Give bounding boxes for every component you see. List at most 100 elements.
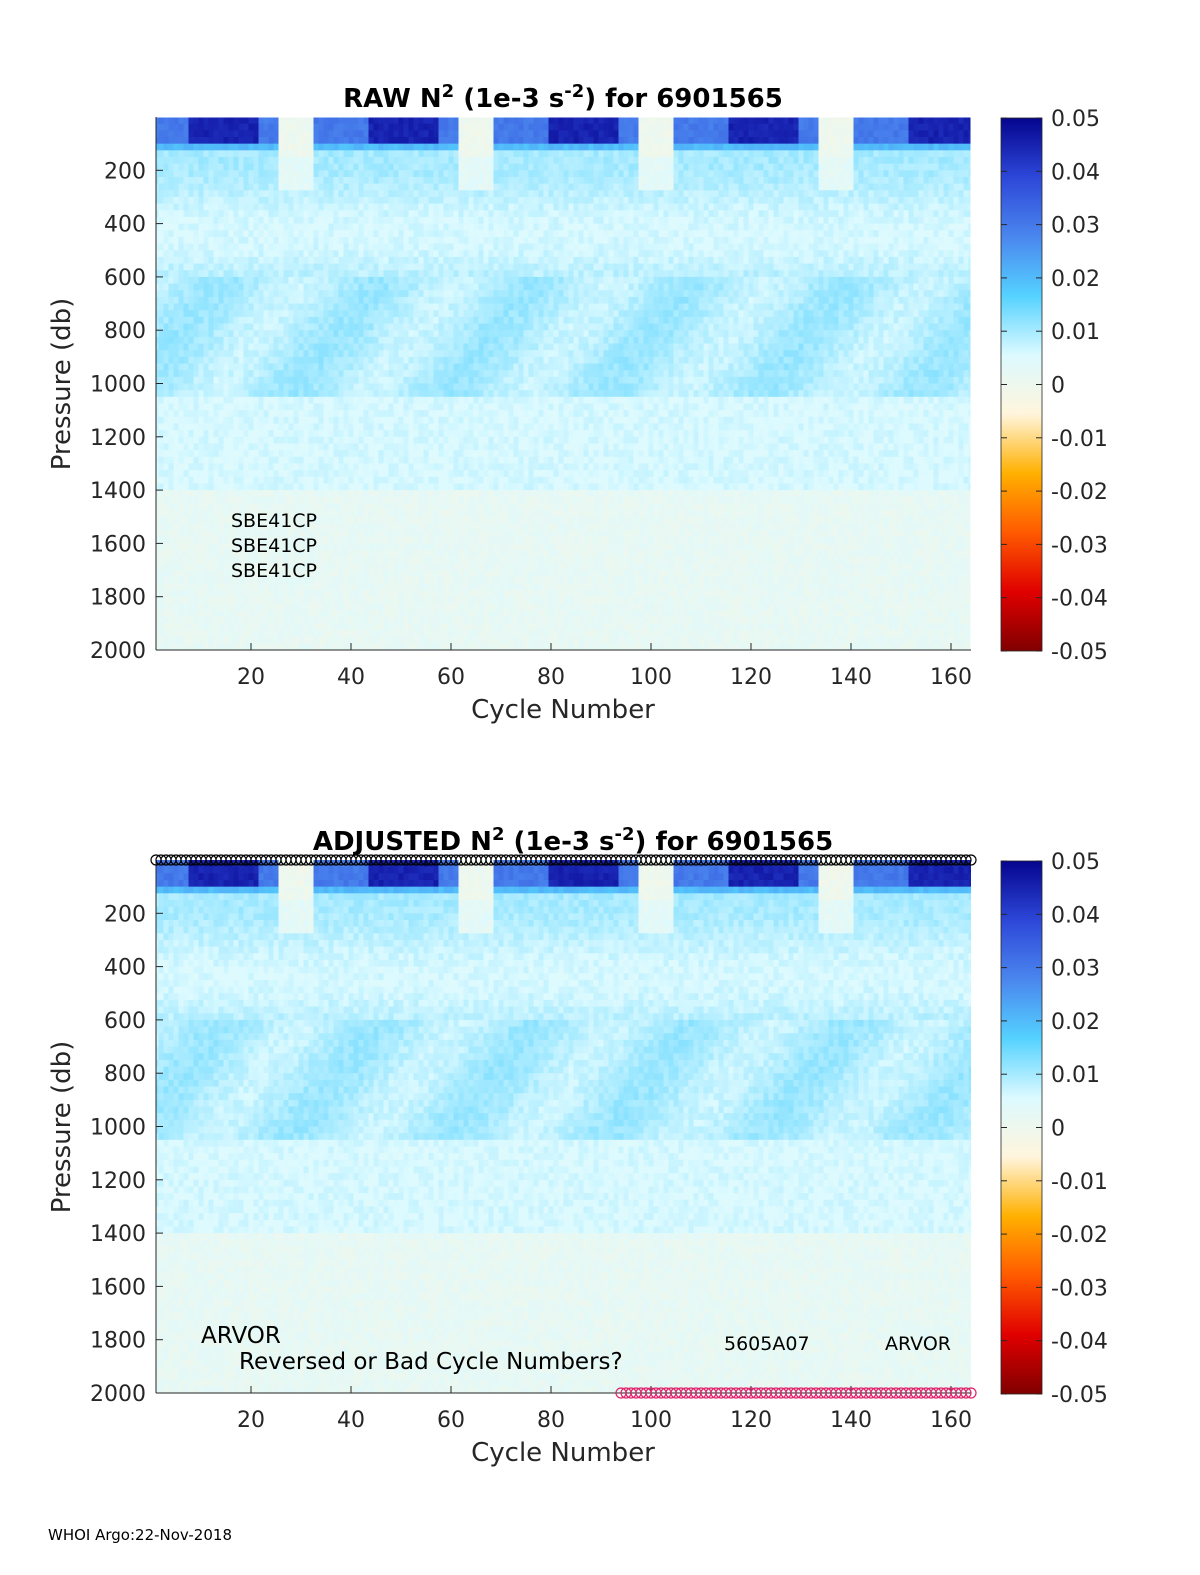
heatmap-cell (368, 290, 375, 298)
heatmap-cell (198, 616, 205, 624)
heatmap-cell (308, 143, 315, 151)
heatmap-cell (303, 450, 310, 458)
heatmap-cell (198, 143, 205, 151)
heatmap-cell (278, 563, 285, 571)
heatmap-cell (228, 356, 235, 365)
heatmap-cell (278, 256, 285, 265)
heatmap-cell (273, 236, 280, 245)
heatmap-cell (388, 370, 395, 378)
heatmap-cell (198, 530, 205, 538)
heatmap-cell (178, 516, 185, 525)
heatmap-cell (438, 343, 445, 351)
heatmap-cell (373, 543, 380, 551)
heatmap-cell (403, 556, 410, 564)
heatmap-cell (348, 123, 355, 131)
heatmap-cell (283, 496, 290, 505)
heatmap-cell (258, 263, 265, 271)
heatmap-cell (248, 236, 255, 245)
heatmap-cell (383, 150, 390, 158)
heatmap-cell (323, 256, 330, 265)
heatmap-cell (448, 163, 455, 171)
heatmap-cell (358, 290, 365, 298)
heatmap-cell (243, 350, 250, 358)
heatmap-cell (163, 383, 170, 391)
heatmap-cell (278, 430, 285, 438)
heatmap-cell (428, 150, 435, 158)
heatmap-cell (443, 117, 450, 125)
heatmap-cell (393, 590, 400, 598)
heatmap-cell (323, 543, 330, 551)
heatmap-cell (233, 123, 240, 131)
heatmap-cell (163, 170, 170, 178)
heatmap-cell (403, 190, 410, 198)
heatmap-cell (378, 610, 385, 618)
heatmap-cell (188, 243, 195, 251)
heatmap-cell (393, 363, 400, 371)
heatmap-cell (193, 123, 200, 131)
heatmap-cell (423, 390, 430, 398)
heatmap-cell (363, 156, 370, 165)
heatmap-cell (253, 390, 260, 398)
heatmap-cell (268, 616, 275, 624)
heatmap-cell (393, 476, 400, 485)
heatmap-cell (198, 510, 205, 518)
heatmap-cell (228, 290, 235, 298)
heatmap-cell (298, 456, 305, 465)
heatmap-cell (438, 616, 445, 624)
heatmap-cell (213, 356, 220, 365)
heatmap-cell (338, 610, 345, 618)
heatmap-cell (203, 516, 210, 525)
heatmap-cell (308, 410, 315, 418)
heatmap-cell (268, 123, 275, 131)
heatmap-cell (273, 123, 280, 131)
heatmap-cell (363, 143, 370, 151)
heatmap-cell (178, 583, 185, 591)
heatmap-cell (453, 563, 460, 571)
heatmap-cell (428, 343, 435, 351)
heatmap-cell (168, 223, 175, 231)
heatmap-cell (233, 583, 240, 591)
heatmap-cell (293, 243, 300, 251)
heatmap-cell (378, 503, 385, 511)
heatmap-cell (428, 330, 435, 338)
heatmap-cell (343, 390, 350, 398)
heatmap-cell (218, 130, 225, 138)
heatmap-cell (228, 210, 235, 218)
heatmap-cell (156, 390, 160, 398)
heatmap-cell (403, 590, 410, 598)
heatmap-cell (278, 117, 285, 125)
heatmap-cell (218, 176, 225, 185)
heatmap-cell (183, 463, 190, 471)
heatmap-cell (223, 636, 230, 644)
heatmap-cell (178, 356, 185, 365)
heatmap-cell (233, 550, 240, 558)
heatmap-cell (443, 523, 450, 531)
heatmap-cell (213, 443, 220, 451)
heatmap-cell (253, 510, 260, 518)
heatmap-cell (283, 210, 290, 218)
heatmap-cell (448, 150, 455, 158)
heatmap-cell (458, 230, 465, 238)
heatmap-cell (373, 536, 380, 544)
heatmap-cell (288, 476, 295, 485)
heatmap-cell (293, 536, 300, 544)
heatmap-cell (163, 476, 170, 485)
heatmap-cell (213, 623, 220, 631)
heatmap-cell (443, 556, 450, 564)
heatmap-cell (448, 356, 455, 365)
heatmap-cell (283, 270, 290, 278)
heatmap-cell (298, 316, 305, 325)
heatmap-cell (328, 330, 335, 338)
heatmap-cell (183, 256, 190, 265)
heatmap-cell (228, 616, 235, 624)
heatmap-cell (413, 423, 420, 431)
heatmap-cell (268, 270, 275, 278)
heatmap-cell (273, 136, 280, 145)
heatmap-cell (413, 383, 420, 391)
heatmap-cell (373, 623, 380, 631)
heatmap-cell (263, 203, 270, 211)
heatmap-cell (198, 223, 205, 231)
heatmap-cell (258, 183, 265, 191)
heatmap-cell (183, 263, 190, 271)
heatmap-cell (403, 530, 410, 538)
